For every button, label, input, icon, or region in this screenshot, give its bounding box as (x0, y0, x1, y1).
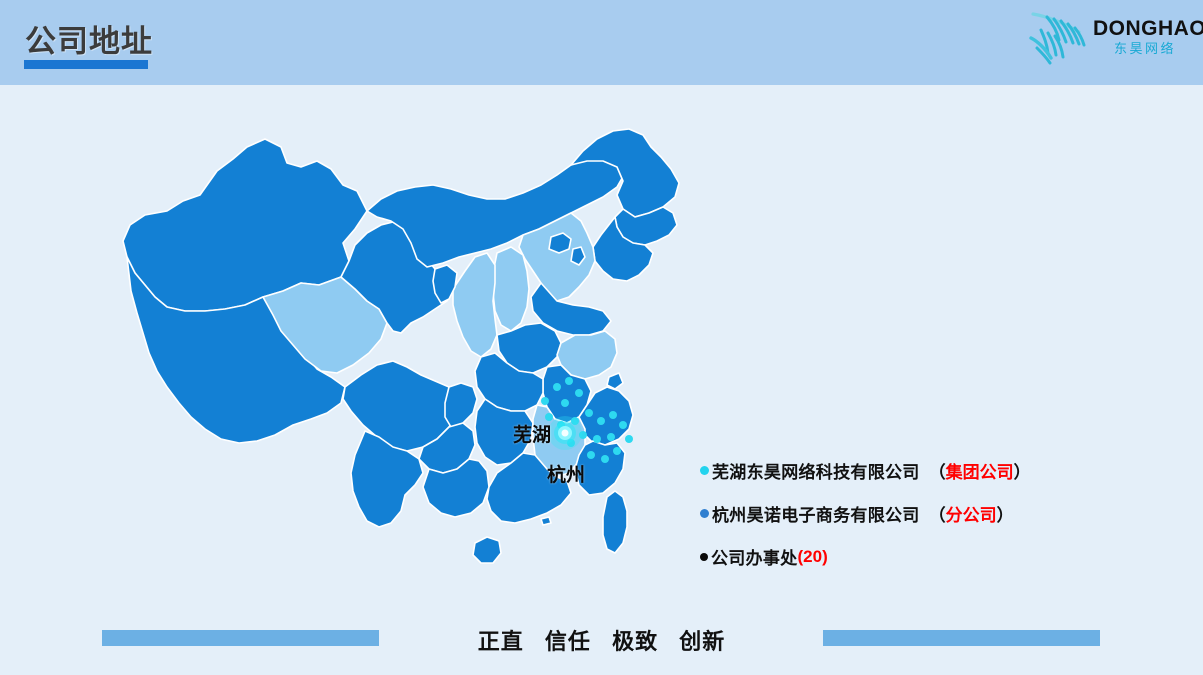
office-dot (625, 435, 633, 443)
china-map-svg (122, 128, 680, 564)
legend-item-group-company: 芜湖东昊网络科技有限公司 （ 集团公司 ） (700, 458, 1120, 483)
legend-company-name: 公司办事处 (711, 549, 798, 568)
legend-paren-close: ） (996, 506, 1014, 525)
region-hongkong (540, 516, 552, 526)
province-beijing (548, 232, 572, 254)
province-shanxi (492, 246, 530, 332)
office-dot (541, 397, 549, 405)
page-title: 公司地址 (25, 24, 153, 59)
office-dot (553, 383, 561, 391)
province-guizhou (418, 422, 476, 474)
logo-english: DONGHAO (1093, 17, 1203, 40)
office-dot (619, 421, 627, 429)
province-inner-mongolia (366, 152, 626, 268)
footer-bar-left (102, 630, 379, 646)
province-shaanxi (452, 252, 498, 358)
office-dot (565, 377, 573, 385)
province-qinghai (262, 276, 388, 374)
province-guangdong (486, 452, 572, 524)
china-map: 芜湖 杭州 (105, 125, 705, 615)
legend-paren-open: （ (928, 506, 946, 525)
office-dot (609, 411, 617, 419)
motto-word-1: 正直 (477, 629, 524, 654)
headquarters-marker (548, 416, 582, 450)
logo-text: DONGHAO 东昊网络 (1093, 17, 1203, 57)
page-header: 公司地址 DONGHAO (0, 0, 1203, 85)
legend-bullet-cyan-icon (700, 466, 709, 475)
legend-paren-open: （ (928, 463, 946, 482)
office-dot (575, 389, 583, 397)
office-dot (607, 433, 615, 441)
footer-motto: 正直 信任 极致 创新 (0, 624, 1203, 656)
province-zhejiang (578, 386, 634, 446)
title-underline (24, 60, 148, 69)
motto-word-4: 创新 (679, 629, 726, 654)
legend-company-tag: (20) (797, 546, 828, 566)
logo-chinese: 东昊网络 (1113, 41, 1176, 56)
office-dot (579, 431, 587, 439)
province-tianjin (570, 246, 586, 266)
footer-bar-right (823, 630, 1100, 646)
province-hainan (472, 536, 502, 564)
legend-bullet-blue-icon (700, 509, 709, 518)
province-heilongjiang (570, 128, 680, 218)
office-dot (545, 413, 553, 421)
province-shanghai (606, 372, 624, 390)
province-yunnan (350, 430, 424, 528)
province-chongqing (444, 382, 478, 428)
office-dot (597, 417, 605, 425)
motto-word-2: 信任 (544, 629, 591, 654)
legend-bullet-black-icon (700, 552, 708, 561)
province-liaoning (592, 216, 654, 282)
province-tibet (126, 256, 346, 444)
province-guangxi (422, 458, 490, 518)
donghao-wing-logo-icon (1023, 8, 1093, 70)
office-dot (561, 399, 569, 407)
office-dot (601, 455, 609, 463)
office-dot (585, 409, 593, 417)
legend-paren-close: ） (1013, 463, 1031, 482)
office-dot (613, 447, 621, 455)
legend-item-branch-company: 杭州昊诺电子商务有限公司 （ 分公司 ） (700, 501, 1120, 526)
legend-item-offices: 公司办事处 (20) (700, 544, 1120, 569)
legend-company-tag: 集团公司 (945, 463, 1014, 482)
brand-logo: DONGHAO 东昊网络 (1023, 6, 1203, 72)
legend-company-name: 杭州昊诺电子商务有限公司 (712, 506, 920, 525)
province-ningxia (432, 264, 458, 304)
legend-company-name: 芜湖东昊网络科技有限公司 (712, 463, 920, 482)
legend-company-tag: 分公司 (945, 506, 997, 525)
province-hebei (518, 212, 596, 302)
office-dot (571, 417, 579, 425)
province-taiwan (602, 490, 628, 554)
motto-word-3: 极致 (612, 629, 659, 654)
legend: 芜湖东昊网络科技有限公司 （ 集团公司 ） 杭州昊诺电子商务有限公司 （ 分公司… (700, 458, 1120, 569)
office-dot (593, 435, 601, 443)
office-dot (587, 451, 595, 459)
